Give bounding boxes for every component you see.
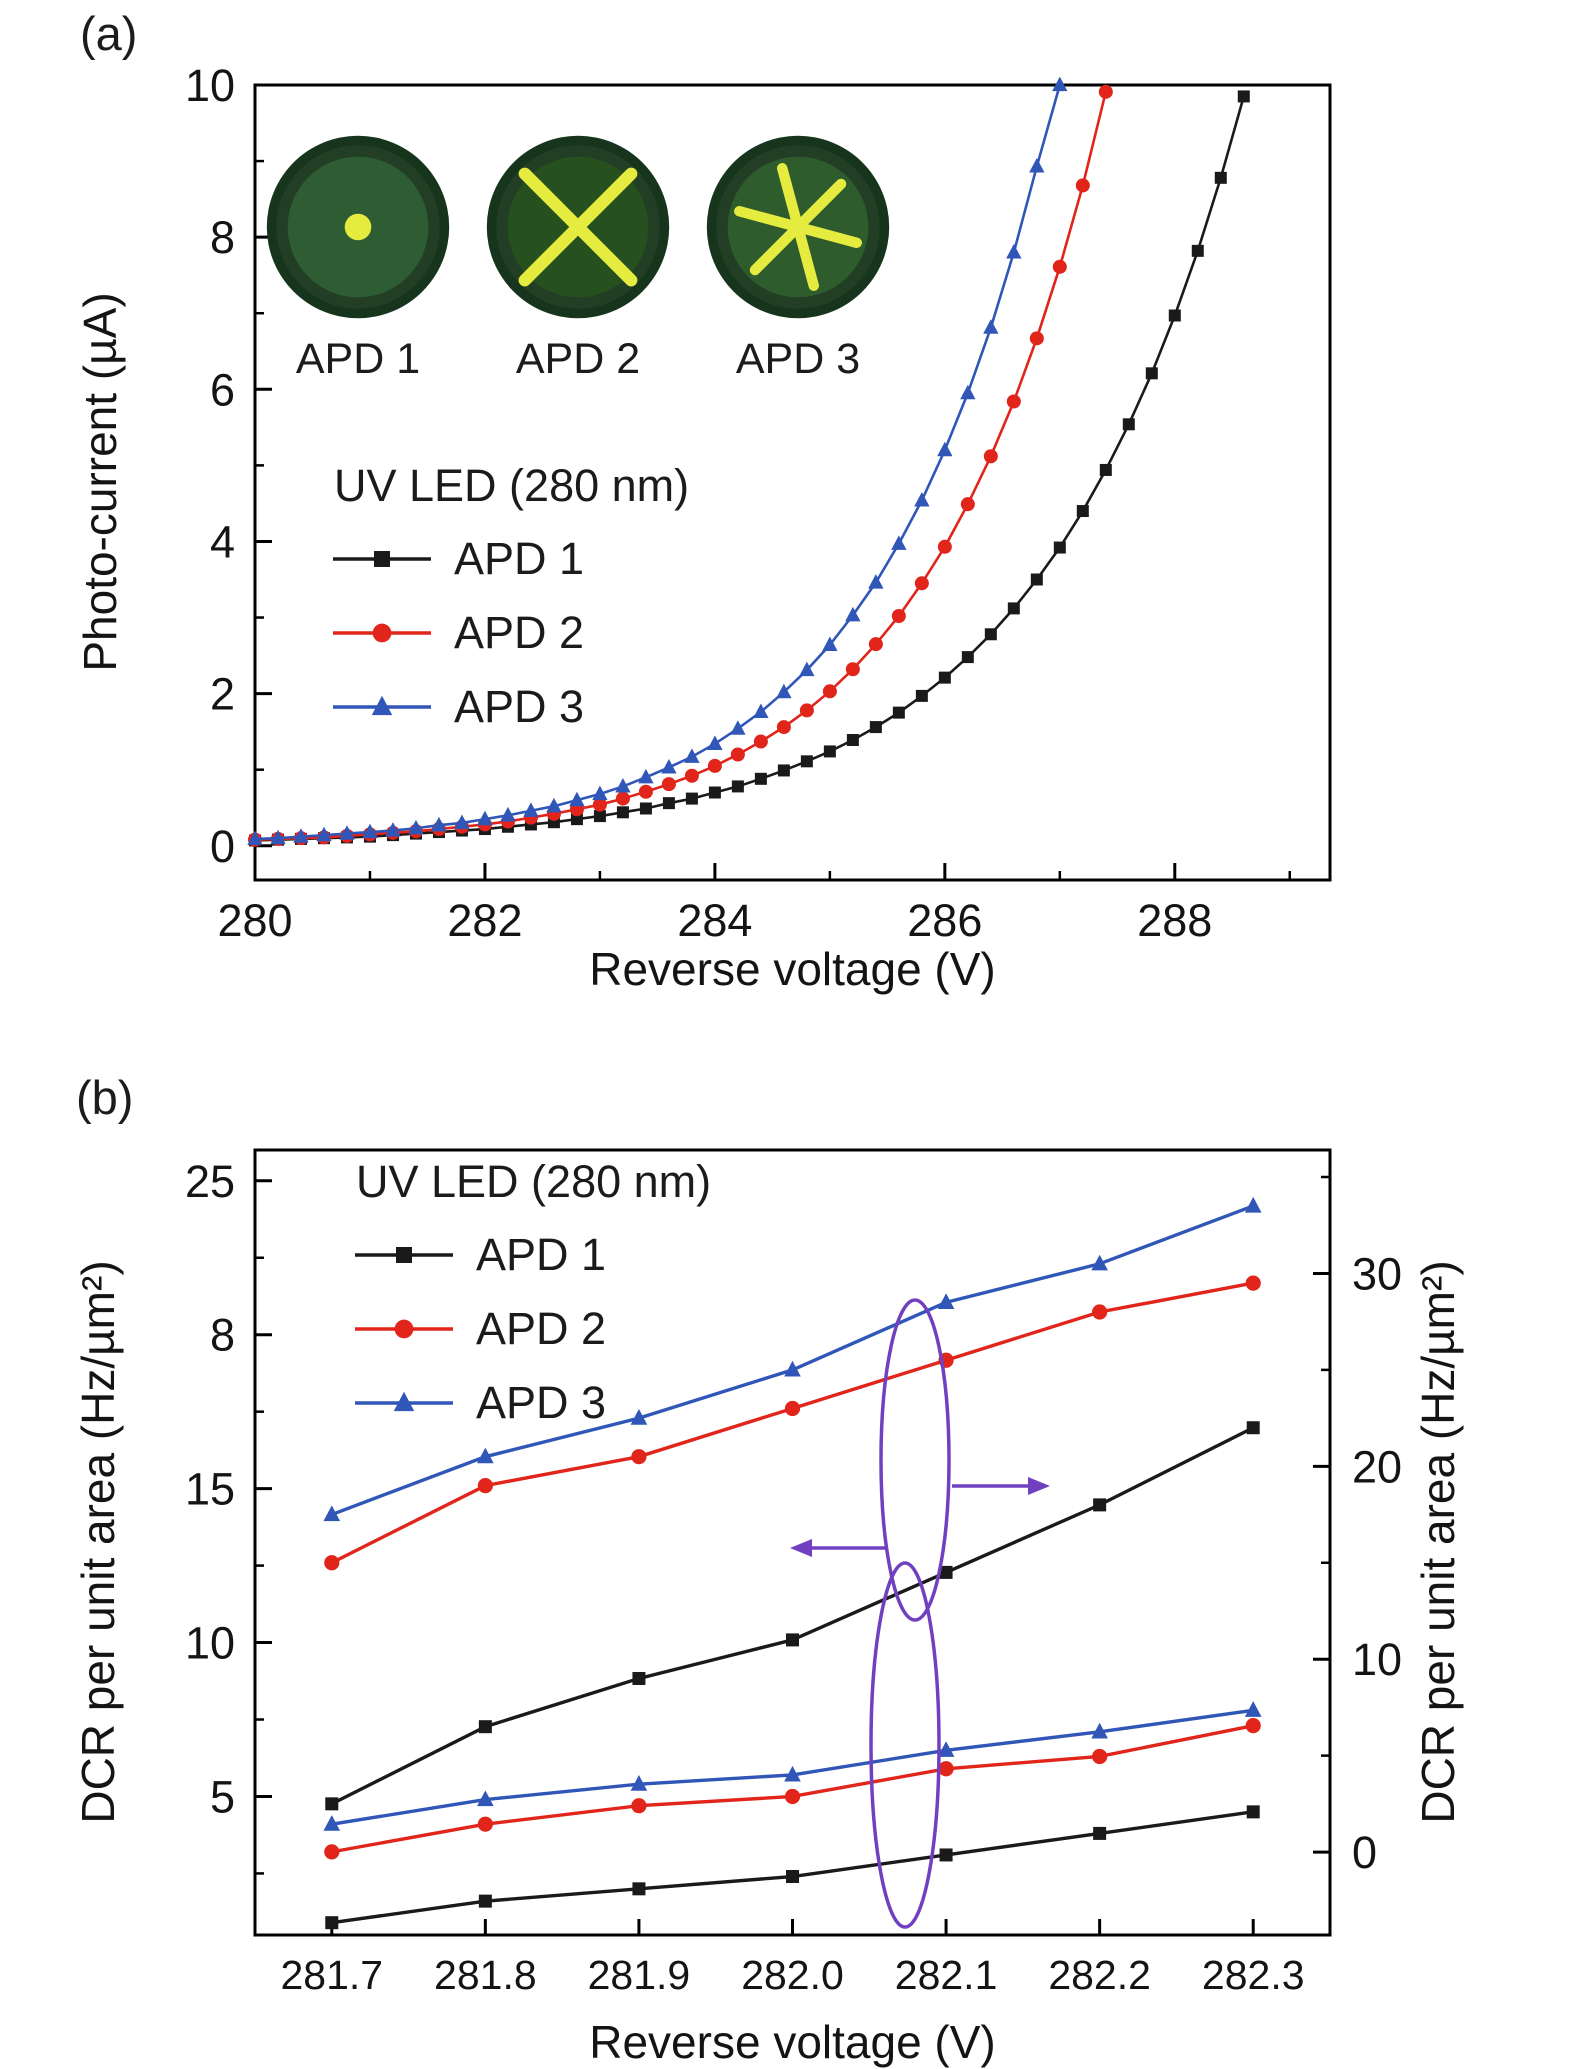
panel-a-legend: UV LED (280 nm) APD 1 APD 2 APD 3 (330, 460, 689, 744)
apd-device-label-3: APD 3 (735, 335, 861, 383)
panel-a-legend-rows: APD 1 APD 2 APD 3 (330, 522, 689, 744)
apd-device-photo-2 (486, 135, 670, 319)
legend-label: APD 1 (476, 1229, 607, 1280)
legend-label: APD 2 (476, 1303, 607, 1354)
tick-label: 282.2 (1048, 1952, 1151, 1998)
tick-label: 282.0 (741, 1952, 844, 1998)
series-apd-3-upper-group-right-axis- (323, 1196, 1262, 1522)
apd-device-label-2: APD 2 (515, 335, 641, 383)
panel-b-label: (b) (76, 1071, 134, 1124)
series-apd-3 (247, 76, 1068, 846)
panel-a-plot: 280 282 284 286 288 0 2 4 6 8 10 (185, 60, 1332, 946)
tick-label: 10 (185, 1618, 235, 1669)
series-apd-3-lower-group-left-axis- (323, 1701, 1262, 1831)
tick-label: 20 (1352, 1441, 1402, 1492)
plot-frame (253, 83, 1332, 882)
series-apd-1-upper-group-right-axis- (325, 1421, 1260, 1811)
tick-label: 4 (210, 516, 235, 567)
tick-label: 10 (185, 60, 235, 111)
tick-label: 280 (217, 895, 292, 946)
square-marker-icon (355, 1247, 453, 1263)
apd-device-1: APD 1 (262, 132, 454, 384)
triangle-marker-icon (333, 695, 431, 716)
tick-label: 0 (210, 821, 235, 872)
tick-label: 282.3 (1202, 1952, 1305, 1998)
tick-label: 281.9 (588, 1952, 691, 1998)
panel-a-xaxis-title: Reverse voltage (V) (589, 943, 996, 995)
legend-item-apd-3: APD 3 (330, 670, 689, 744)
legend-label: APD 2 (454, 607, 585, 658)
panel-b-legend: UV LED (280 nm) APD 1 APD 2 APD 3 (352, 1156, 711, 1440)
series-apd-2-lower-group-left-axis- (324, 1718, 1261, 1860)
tick-label: 286 (907, 895, 982, 946)
tick-label: 6 (210, 364, 235, 415)
legend-label: APD 1 (454, 533, 585, 584)
tick-label: 10 (1352, 1634, 1402, 1685)
apd-device-photo-1 (266, 135, 450, 319)
panel-b-left-yaxis-title: DCR per unit area (Hz/µm²) (72, 1260, 124, 1824)
legend-label: APD 3 (454, 681, 585, 732)
panel-a-label: (a) (80, 7, 138, 60)
legend-item-apd-3: APD 3 (352, 1366, 711, 1440)
circle-marker-icon (355, 1319, 453, 1339)
panel-b-plot: 281.7 281.8 281.9 282.0 282.1 282.2 282.3 5 10 15… (185, 1148, 1402, 1998)
apd-device-label-1: APD 1 (295, 335, 421, 383)
tick-label: 8 (210, 1310, 235, 1361)
panel-b-xaxis-title: Reverse voltage (V) (589, 2016, 996, 2068)
tick-label: 8 (210, 212, 235, 263)
panel-a-yaxis-title: Photo-current (µA) (74, 292, 126, 672)
square-marker-icon (333, 551, 431, 567)
panel-a-legend-title: UV LED (280 nm) (334, 460, 690, 511)
triangle-marker-icon (355, 1391, 453, 1412)
dot-icon (344, 213, 372, 241)
apd-device-photo-3 (706, 135, 890, 319)
apd-devices-inset: APD 1 APD 2 APD 3 (262, 132, 894, 384)
group-ellipse-lower (869, 1561, 941, 1929)
legend-item-apd-1: APD 1 (352, 1218, 711, 1292)
tick-label: 282.1 (895, 1952, 998, 1998)
tick-label: 281.7 (280, 1952, 383, 1998)
panel-b-legend-rows: APD 1 APD 2 APD 3 (352, 1218, 711, 1440)
legend-label: APD 3 (476, 1377, 607, 1428)
legend-item-apd-1: APD 1 (330, 522, 689, 596)
panel-a: 280 282 284 286 288 0 2 4 6 8 10 (a) APD 1 APD 2 APD… (0, 0, 1575, 1030)
legend-item-apd-2: APD 2 (352, 1292, 711, 1366)
tick-label: 2 (210, 669, 235, 720)
star6-icon (734, 163, 862, 291)
panel-b: 281.7 281.8 281.9 282.0 282.1 282.2 282.3 5 10 15… (0, 1030, 1575, 2068)
tick-label: 25 (185, 1156, 235, 1207)
circle-marker-icon (333, 623, 431, 643)
series-apd-1-lower-group-left-axis- (325, 1805, 1260, 1930)
tick-label: 30 (1352, 1248, 1402, 1299)
apd-device-3: APD 3 (702, 132, 894, 384)
panel-b-legend-title: UV LED (280 nm) (356, 1156, 712, 1207)
tick-label: 284 (677, 895, 752, 946)
series-apd-2-upper-group-right-axis- (324, 1275, 1261, 1571)
tick-label: 5 (210, 1771, 235, 1822)
right-arrow-icon (1028, 1477, 1050, 1495)
tick-label: 288 (1137, 895, 1212, 946)
tick-label: 15 (185, 1464, 235, 1515)
cross4-icon (518, 167, 638, 287)
tick-label: 281.8 (434, 1952, 537, 1998)
tick-label: 282 (447, 895, 522, 946)
left-arrow-icon (790, 1539, 812, 1557)
tick-label: 0 (1352, 1827, 1377, 1878)
apd-device-2: APD 2 (482, 132, 674, 384)
panel-b-right-yaxis-title: DCR per unit area (Hz/µm²) (1412, 1260, 1464, 1824)
group-ellipse-upper (879, 1298, 951, 1622)
legend-item-apd-2: APD 2 (330, 596, 689, 670)
